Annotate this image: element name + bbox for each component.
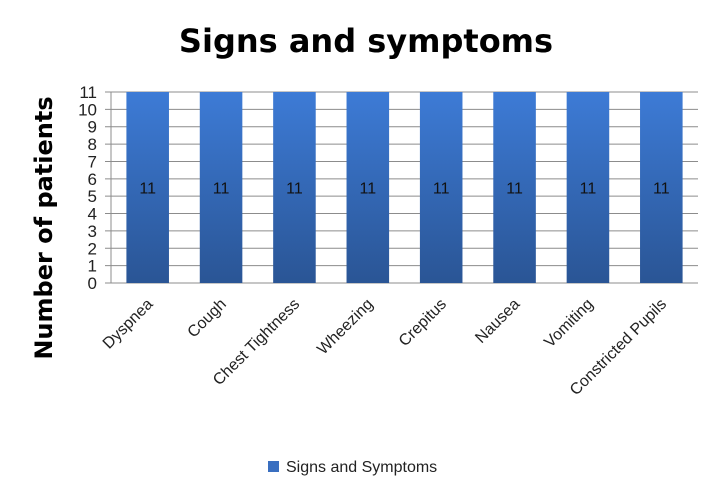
data-labels: 11 11 11 11 11 11 11 11 <box>139 181 669 198</box>
data-label: 11 <box>580 181 597 198</box>
y-tick-label: 5 <box>88 187 97 206</box>
category-label: Vomiting <box>541 296 596 351</box>
y-tick-label: 1 <box>88 257 97 276</box>
category-label: Cough <box>185 296 230 341</box>
data-label: 11 <box>433 181 450 198</box>
category-label: Crepitus <box>396 296 450 350</box>
bar <box>566 92 610 283</box>
y-tick-label: 6 <box>88 170 97 189</box>
bar <box>346 92 390 283</box>
bars <box>126 92 683 283</box>
bar <box>273 92 316 283</box>
legend: Signs and Symptoms <box>268 459 437 476</box>
data-label: 11 <box>213 181 230 198</box>
category-label: Dyspnea <box>100 296 157 353</box>
y-tick-label: 11 <box>79 83 97 102</box>
data-label: 11 <box>139 181 156 198</box>
data-label: 11 <box>360 181 377 198</box>
y-axis-label: Number of patients <box>30 96 58 359</box>
y-tick-label: 8 <box>88 135 97 154</box>
y-tick-label: 9 <box>88 118 97 137</box>
chart-title: Signs and symptoms <box>179 22 553 60</box>
category-label: Nausea <box>472 296 523 347</box>
bar <box>419 92 463 283</box>
bar <box>640 92 683 283</box>
y-tick-label: 4 <box>88 205 97 224</box>
y-tick-label: 2 <box>88 239 97 258</box>
data-label: 11 <box>506 181 523 198</box>
data-label: 11 <box>653 181 670 198</box>
category-label: Wheezing <box>314 296 376 358</box>
y-tick-label: 10 <box>78 100 97 119</box>
data-label: 11 <box>286 181 303 198</box>
bar <box>126 92 169 283</box>
y-tick-label: 3 <box>88 222 97 241</box>
bar <box>199 92 243 283</box>
legend-label: Signs and Symptoms <box>286 459 437 476</box>
bar <box>493 92 536 283</box>
y-tick-label: 0 <box>88 274 97 293</box>
legend-swatch <box>268 461 279 472</box>
y-tick-label: 7 <box>88 152 97 171</box>
